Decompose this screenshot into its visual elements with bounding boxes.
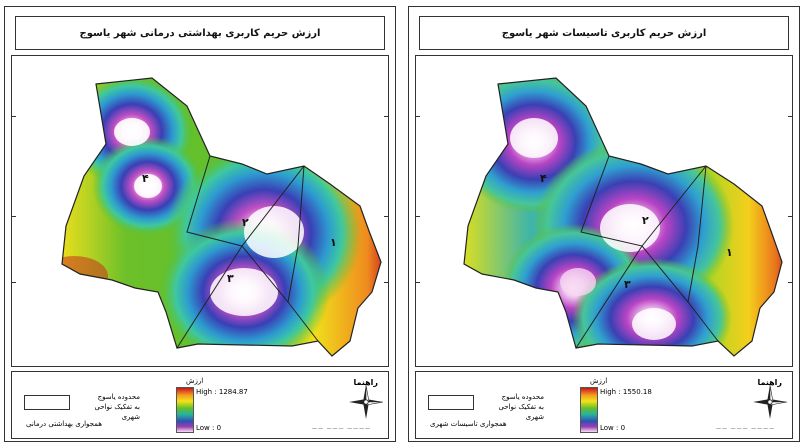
boundary-swatch	[428, 395, 474, 410]
boundary-label: محدوده یاسوج به تفکیک نواحی شهری	[74, 392, 140, 422]
layer-label: همجواری بهداشتی درمانی	[26, 420, 102, 428]
ramp-low-label: Low : 0	[196, 424, 222, 432]
layer-label: همجواری تاسیسات شهری	[430, 420, 507, 428]
zone-label-3: ۳	[227, 272, 234, 285]
ramp-high-label: High : 1284.87	[196, 388, 248, 396]
zone-label-1: ۱	[330, 236, 337, 249]
boundary-swatch	[24, 395, 70, 410]
boundary-label-line1: محدوده یاسوج	[501, 393, 544, 401]
legend: راهنما محدوده یاسوج به تفکیک نواحی شهری …	[11, 371, 389, 439]
ramp-high-label: High : 1550.18	[600, 388, 652, 396]
raster-map: ۱ ۲ ۳ ۴	[61, 77, 382, 357]
grid-tick	[12, 282, 16, 283]
legend-title: راهنما	[757, 378, 782, 387]
color-ramp	[176, 387, 194, 433]
zone-label-2: ۲	[242, 216, 249, 229]
ramp-low-label: Low : 0	[600, 424, 626, 432]
raster-map: ۱ ۲ ۳ ۴	[463, 77, 783, 357]
color-ramp	[580, 387, 598, 433]
boundary-label-line2: به تفکیک نواحی شهری	[94, 403, 140, 421]
zone-label-1: ۱	[726, 246, 733, 259]
scale-bar: —— ——— ————	[716, 426, 776, 432]
zone-label-2: ۲	[642, 214, 649, 227]
grid-tick	[416, 116, 420, 117]
map-frame: ۱ ۲ ۳ ۴	[11, 55, 389, 367]
grid-tick	[788, 282, 792, 283]
ramp-title: ارزش	[186, 377, 204, 385]
grid-tick	[788, 216, 792, 217]
boundary-label-line2: به تفکیک نواحی شهری	[498, 403, 544, 421]
grid-tick	[384, 216, 388, 217]
grid-tick	[12, 116, 16, 117]
scale-bar: —— ——— ————	[312, 426, 372, 432]
boundary-label-line1: محدوده یاسوج	[97, 393, 140, 401]
map-panel-health: ارزش حریم کاربری بهداشتی درمانی شهر یاسو…	[4, 6, 396, 442]
grid-tick	[384, 116, 388, 117]
grid-tick	[384, 282, 388, 283]
map-frame: ۱ ۲ ۳ ۴	[415, 55, 793, 367]
map-title: ارزش حریم کاربری تاسیسات شهر یاسوج	[419, 16, 789, 50]
boundary-label: محدوده یاسوج به تفکیک نواحی شهری	[478, 392, 544, 422]
grid-tick	[416, 216, 420, 217]
north-arrow-icon	[349, 384, 384, 419]
grid-tick	[12, 216, 16, 217]
map-title: ارزش حریم کاربری بهداشتی درمانی شهر یاسو…	[15, 16, 385, 50]
grid-tick	[416, 282, 420, 283]
zone-label-4: ۴	[142, 172, 149, 185]
zone-label-4: ۴	[540, 172, 547, 185]
legend: راهنما محدوده یاسوج به تفکیک نواحی شهری …	[415, 371, 793, 439]
legend-title: راهنما	[353, 378, 378, 387]
grid-tick	[788, 116, 792, 117]
map-panel-facilities: ارزش حریم کاربری تاسیسات شهر یاسوج	[408, 6, 800, 442]
north-arrow-icon	[753, 384, 788, 419]
zone-label-3: ۳	[624, 278, 631, 291]
ramp-title: ارزش	[590, 377, 608, 385]
